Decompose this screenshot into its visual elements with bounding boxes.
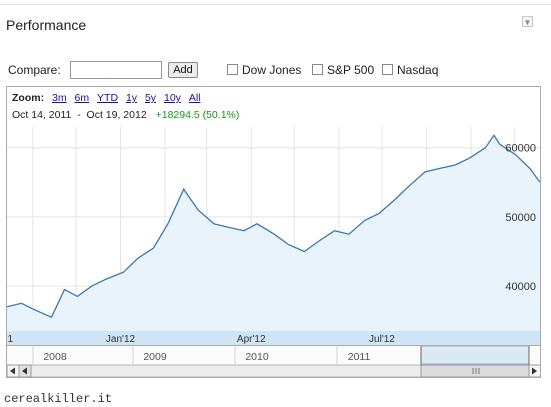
y-axis: 40000 50000 60000 (505, 143, 536, 293)
zoom-10y[interactable]: 10y (163, 92, 181, 104)
compare-input[interactable] (70, 61, 162, 79)
range-start: Oct 14, 2011 (12, 109, 72, 121)
x-tick-label: Apr'12 (237, 334, 266, 345)
nasdaq-checkbox[interactable] (382, 64, 393, 75)
y-tick-label: 60000 (505, 143, 536, 155)
page-title: Performance (6, 17, 87, 33)
scrollbar-thumb[interactable] (420, 364, 530, 377)
arrow-right-icon (532, 367, 537, 375)
dow-jones-checkbox[interactable] (227, 64, 238, 75)
arrow-left-icon (10, 367, 15, 375)
x-tick-label: Jul'12 (369, 334, 395, 345)
y-tick-label: 50000 (505, 212, 536, 224)
zoom-1y[interactable]: 1y (125, 92, 138, 104)
range-end: Oct 19, 2012 (86, 109, 147, 121)
zoom-all[interactable]: All (188, 92, 201, 104)
navigator-year-label: 2011 (348, 351, 371, 363)
zoom-label: Zoom: (12, 92, 45, 104)
x-axis: 1 Jan'12 Apr'12 Jul'12 (7, 334, 395, 345)
navigator-year-label: 2009 (143, 351, 167, 363)
zoom-3m[interactable]: 3m (52, 92, 67, 104)
price-line (7, 134, 540, 319)
navigator-year-label: 2010 (245, 351, 269, 363)
navigator[interactable]: 20082009201020112012 (7, 346, 541, 378)
zoom-5y[interactable]: 5y (144, 92, 157, 104)
compare-label: Compare: (8, 63, 61, 77)
scrollbar-track[interactable] (7, 364, 541, 377)
y-tick-label: 40000 (505, 281, 536, 293)
sp500-checkbox[interactable] (312, 64, 323, 75)
x-tick-label: 1 (7, 334, 13, 345)
sp500-label[interactable]: S&P 500 (327, 63, 375, 77)
dow-jones-label[interactable]: Dow Jones (242, 63, 302, 77)
chart-panel: Zoom: 3m 6m YTD 1y 5y 10y All Oct 14, 20… (6, 86, 541, 346)
zoom-bar: Zoom: 3m 6m YTD 1y 5y 10y All (12, 92, 201, 104)
grip-icon (472, 368, 480, 374)
collapse-button[interactable]: ▼ (522, 16, 533, 27)
zoom-ytd[interactable]: YTD (97, 92, 119, 104)
navigator-year-label: 2008 (43, 351, 67, 363)
nasdaq-label[interactable]: Nasdaq (397, 63, 439, 77)
x-axis-band (7, 331, 540, 345)
top-divider (0, 4, 551, 5)
range-separator: - (77, 109, 81, 121)
range-change: +18294.5 (50.1%) (155, 109, 240, 121)
x-tick-label: Jan'12 (106, 334, 136, 345)
site-watermark: cerealkiller.it (4, 392, 113, 406)
price-chart[interactable]: 40000 50000 60000 1 Jan'12 Apr'12 Jul'12 (7, 127, 540, 345)
chevron-down-icon: ▼ (523, 18, 532, 27)
price-area (7, 135, 540, 331)
arrow-left-icon (22, 367, 27, 375)
zoom-6m[interactable]: 6m (74, 92, 90, 104)
navigator-panel: 20082009201020112012 (6, 346, 541, 378)
navigator-window[interactable] (420, 346, 530, 365)
date-range: Oct 14, 2011 - Oct 19, 2012 +18294.5 (50… (12, 109, 239, 121)
add-button[interactable]: Add (168, 62, 198, 78)
